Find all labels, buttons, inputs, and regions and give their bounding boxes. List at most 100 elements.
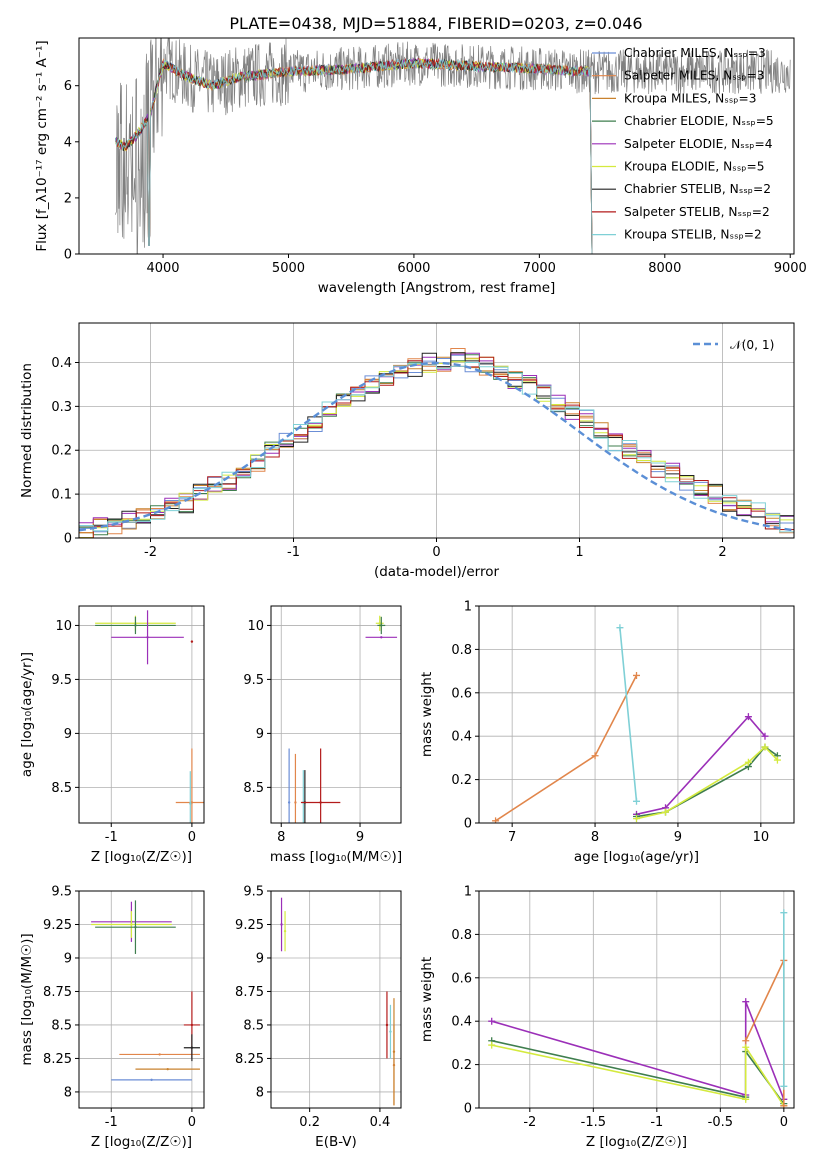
x-tick-label: -2 <box>144 545 157 560</box>
data-point <box>287 801 291 804</box>
weight-line <box>636 745 778 818</box>
y-axis-label: Normed distribution <box>19 363 35 498</box>
y-tick-label: 8.75 <box>43 985 72 1000</box>
x-tick-label: 8 <box>591 830 599 845</box>
y-tick-label: 9 <box>256 727 264 742</box>
data-point <box>189 802 192 805</box>
data-point <box>380 624 383 627</box>
data-point <box>150 1078 153 1082</box>
weight-line <box>636 715 766 816</box>
gaussian-curve <box>79 361 794 532</box>
y-tick-label: 0.8 <box>451 643 472 658</box>
y-tick-label: 9.5 <box>243 885 264 900</box>
chart-panel-1: 4000 5000 6000 7000 8000 9000 0 2 4 6 wavelength [… <box>34 37 807 296</box>
y-tick-label: 4 <box>64 135 72 150</box>
weight-marker <box>742 1037 750 1045</box>
histogram-7 <box>79 352 794 527</box>
weight-marker <box>662 808 670 816</box>
y-tick-label: 1 <box>464 885 472 900</box>
data-point <box>280 923 283 926</box>
weight-marker <box>488 1041 496 1049</box>
y-tick-label: 8.5 <box>51 1018 72 1033</box>
data-point <box>134 624 137 627</box>
weight-marker <box>761 732 769 740</box>
model-spectrum-9 <box>114 59 593 254</box>
y-tick-label: 8.25 <box>43 1052 72 1067</box>
figure-title: PLATE=0438, MJD=51884, FIBERID=0203, z=0… <box>229 14 642 33</box>
y-tick-label: 10 <box>247 619 264 634</box>
axes-frame <box>78 37 795 255</box>
x-tick-label: 7000 <box>523 261 556 276</box>
x-tick-label: 9000 <box>774 261 807 276</box>
x-tick-label: 8 <box>277 830 285 845</box>
x-tick-label: -1.5 <box>581 1115 606 1130</box>
weight-marker <box>780 1102 788 1108</box>
legend: Chabrier MILES, Nₛₛₚ=3 Salpeter MILES, Nₛ… <box>592 46 774 242</box>
x-tick-label: -2 <box>523 1115 536 1130</box>
weight-line <box>491 1039 785 1105</box>
legend-entry: Chabrier MILES, Nₛₛₚ=3 <box>624 46 766 60</box>
legend-entry: Salpeter STELIB, Nₛₛₚ=2 <box>624 205 770 219</box>
y-tick-label: 9.5 <box>243 673 264 688</box>
weight-line <box>619 627 638 802</box>
legend-entry: Salpeter MILES, Nₛₛₚ=3 <box>624 69 764 83</box>
chart-panel-8: -2 -1.5 -1 -0.5 0 0 0.2 0.4 0.6 0.8 1 Z [log₁₀(Z/Z☉… <box>419 885 795 1150</box>
plot-area <box>91 900 200 1082</box>
data-point <box>190 1046 194 1049</box>
x-tick-label: 7 <box>508 830 516 845</box>
weight-marker <box>488 1017 496 1025</box>
legend-entry: Kroupa MILES, Nₛₛₚ=3 <box>624 91 756 105</box>
chart-panel-6: -1 0 8 8.25 8.5 8.75 9 9.25 9.5 Z [log₁₀(Z/Z☉)] ma… <box>19 885 205 1150</box>
data-point <box>190 1023 194 1027</box>
observed-spectrum <box>115 38 791 254</box>
x-tick-label: 9 <box>674 830 682 845</box>
y-tick-label: 8.75 <box>235 985 264 1000</box>
axes-frame <box>78 605 205 824</box>
weight-marker <box>744 758 752 766</box>
data-point <box>158 1053 161 1056</box>
weight-marker <box>761 743 769 751</box>
x-tick-label: 4000 <box>146 261 179 276</box>
y-tick-label: 8 <box>256 1085 264 1100</box>
y-tick-label: 10 <box>55 619 72 634</box>
x-tick-label: 6000 <box>397 261 430 276</box>
x-tick-label: -1 <box>287 545 300 560</box>
y-tick-label: 0.8 <box>451 928 472 943</box>
plot-area <box>488 909 788 1108</box>
legend-entry: Chabrier ELODIE, Nₛₛₚ=5 <box>624 114 774 128</box>
x-tick-label: 10 <box>753 830 770 845</box>
x-axis-label: age [log₁₀(age/yr)] <box>574 849 699 865</box>
x-tick-label: 0.4 <box>370 1115 391 1130</box>
data-point <box>294 801 297 804</box>
y-tick-label: 8.5 <box>243 1018 264 1033</box>
axes-frame <box>478 890 795 1109</box>
data-point <box>319 801 322 804</box>
data-point <box>392 1050 396 1053</box>
weight-marker <box>773 756 781 764</box>
x-tick-label: 0 <box>432 545 440 560</box>
x-tick-label: -0.5 <box>708 1115 733 1130</box>
legend-entry: Chabrier STELIB, Nₛₛₚ=2 <box>624 182 771 196</box>
y-tick-label: 9.5 <box>51 673 72 688</box>
chart-panel-4: 8 9 8.5 9 9.5 10 mass [log₁₀(M/M☉)] <box>243 605 402 865</box>
y-tick-label: 0.2 <box>451 1058 472 1073</box>
y-tick-label: 9.25 <box>235 918 264 933</box>
weight-marker <box>780 1082 788 1090</box>
x-axis-label: (data-model)/error <box>374 564 500 580</box>
histogram-9 <box>79 362 794 533</box>
weight-marker <box>633 797 640 805</box>
chart-panel-3: -1 0 8.5 9 9.5 10 Z [log₁₀(Z/Z☉)] age [log₁₀(ag… <box>19 605 205 865</box>
axes-frame <box>78 322 795 539</box>
y-tick-label: 0 <box>64 532 72 547</box>
y-tick-label: 9 <box>256 951 264 966</box>
plot-area <box>79 348 794 538</box>
y-axis-label: mass [log₁₀(M/M☉)] <box>19 933 35 1065</box>
weight-marker <box>742 998 750 1006</box>
chart-panel-2: -2 -1 0 1 2 0 0.1 0.2 0.3 0.4 (data-model)/error No… <box>19 322 795 580</box>
axes-frame <box>78 890 205 1109</box>
data-point <box>130 923 133 926</box>
x-tick-label: 0 <box>188 1115 196 1130</box>
plot-area <box>114 38 791 254</box>
legend-entry: Salpeter ELODIE, Nₛₛₚ=4 <box>624 137 773 151</box>
y-tick-label: 0.1 <box>51 488 72 503</box>
